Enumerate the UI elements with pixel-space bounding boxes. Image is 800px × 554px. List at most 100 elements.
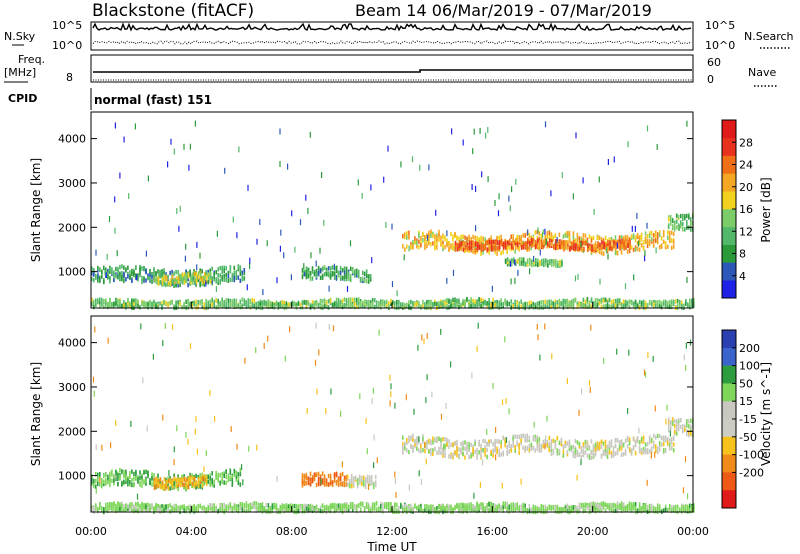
scatter-cell xyxy=(512,439,514,445)
scatter-cell xyxy=(528,503,531,509)
scatter-cell xyxy=(253,303,256,308)
scatter-cell xyxy=(670,237,673,243)
scatter-cell xyxy=(95,275,97,280)
scatter-cell xyxy=(261,509,264,514)
scatter-cell xyxy=(492,239,495,244)
scatter-cell xyxy=(675,419,678,424)
scatter-cell xyxy=(169,486,171,491)
scatter-cell xyxy=(534,230,537,235)
scatter-cell xyxy=(364,484,367,489)
scatter-cell xyxy=(476,235,478,241)
scatter-cell xyxy=(357,304,360,309)
scatter-cell xyxy=(468,454,470,460)
scatter-cell xyxy=(558,298,561,304)
scatter-cell xyxy=(305,300,308,306)
scatter-cell xyxy=(658,433,661,439)
scatter-cell xyxy=(339,265,342,271)
scatter-cell xyxy=(191,473,193,478)
scatter-cell xyxy=(597,241,599,246)
scatter-cell xyxy=(251,504,254,510)
scatter-cell xyxy=(634,237,637,243)
scatter-cell xyxy=(125,302,127,307)
scatter-cell xyxy=(339,270,342,275)
scatter-cell xyxy=(189,272,191,277)
scatter-cell xyxy=(181,505,183,510)
scatter-cell xyxy=(669,221,672,226)
scatter-cell xyxy=(677,425,680,431)
scatter-cell xyxy=(496,299,498,305)
scatter-cell xyxy=(155,274,157,279)
scatter-cell xyxy=(538,436,541,442)
scatter-cell xyxy=(408,435,410,440)
scatter-cell xyxy=(546,300,549,305)
scatter-cell xyxy=(478,245,481,250)
scatter-cell xyxy=(484,448,486,453)
scatter-cell xyxy=(215,298,217,303)
scatter-cell xyxy=(171,269,173,275)
scatter-cell xyxy=(373,298,376,303)
scatter-cell xyxy=(404,446,406,451)
scatter-cell xyxy=(147,473,149,479)
scatter-cell xyxy=(547,242,549,247)
scatter-cell xyxy=(177,486,179,492)
scatter-cell xyxy=(608,237,611,242)
scatter-cell xyxy=(117,269,119,274)
scatter-cell xyxy=(541,239,543,244)
scatter-cell xyxy=(512,242,515,247)
scatter-cell xyxy=(626,437,629,442)
scatter-cell xyxy=(454,300,456,306)
scatter-cell xyxy=(514,259,516,266)
scatter-cell xyxy=(215,470,217,476)
scatter-cell xyxy=(452,300,454,305)
scatter-cell xyxy=(169,503,171,508)
scatter-cell xyxy=(335,507,338,513)
scatter-cell xyxy=(544,504,547,509)
scatter-cell xyxy=(187,476,190,481)
scatter-cell xyxy=(568,301,571,306)
scatter-cell xyxy=(143,470,145,475)
scatter-cell xyxy=(476,508,478,514)
scatter-cell xyxy=(238,146,240,153)
scatter-cell xyxy=(335,479,338,485)
scatter-cell xyxy=(173,277,176,283)
scatter-cell xyxy=(566,230,569,236)
scatter-cell xyxy=(646,239,649,244)
scatter-cell xyxy=(137,477,139,482)
noise-tick-bottom-left: 10^0 xyxy=(52,39,82,52)
scatter-cell xyxy=(691,302,693,307)
scatter-cell xyxy=(508,301,510,307)
scatter-cell xyxy=(575,246,577,251)
scatter-cell xyxy=(396,502,398,508)
noise-tick-top-right: 10^5 xyxy=(705,19,735,32)
scatter-cell xyxy=(474,303,476,308)
scatter-cell xyxy=(155,507,157,513)
scatter-cell xyxy=(658,303,661,309)
scatter-cell xyxy=(337,303,340,308)
scatter-cell xyxy=(339,299,342,305)
scatter-cell xyxy=(121,271,123,276)
scatter-cell xyxy=(481,171,483,178)
scatter-cell xyxy=(398,505,400,511)
scatter-cell xyxy=(520,508,522,513)
scatter-cell xyxy=(506,506,508,511)
scatter-cell xyxy=(95,503,97,508)
scatter-cell xyxy=(133,476,135,482)
scatter-cell xyxy=(347,508,350,513)
scatter-cell xyxy=(440,239,442,245)
scatter-cell xyxy=(329,473,332,479)
scatter-cell xyxy=(290,274,292,281)
scatter-cell xyxy=(321,471,324,476)
scatter-cell xyxy=(217,475,219,480)
scatter-cell xyxy=(614,451,617,456)
scatter-cell xyxy=(249,263,251,269)
scatter-cell xyxy=(494,442,496,447)
scatter-cell xyxy=(430,439,432,444)
scatter-cell xyxy=(654,435,657,440)
scatter-cell xyxy=(217,273,219,278)
scatter-cell xyxy=(537,244,539,250)
scatter-cell xyxy=(620,250,623,255)
scatter-cell xyxy=(353,297,356,303)
scatter-cell xyxy=(470,502,472,507)
scatter-cell xyxy=(478,439,480,445)
scatter-cell xyxy=(480,245,483,250)
